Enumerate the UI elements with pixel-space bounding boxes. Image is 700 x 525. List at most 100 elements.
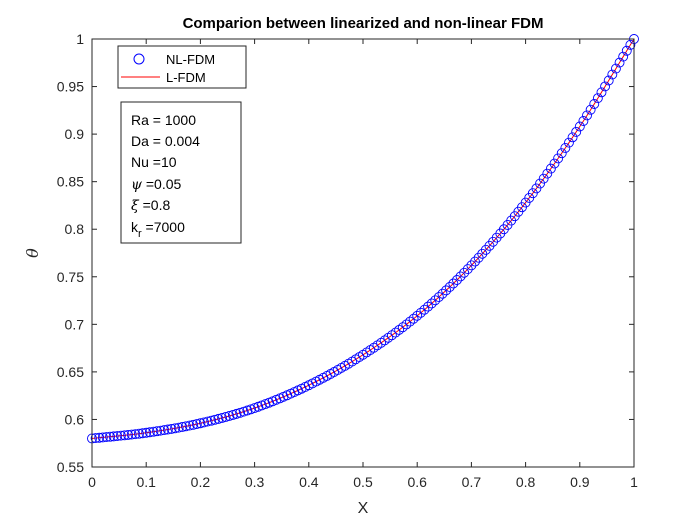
legend-box [117, 45, 247, 89]
marker-nl-fdm [419, 304, 430, 315]
marker-nl-fdm [618, 51, 629, 62]
marker-nl-fdm [162, 424, 173, 435]
marker-nl-fdm [209, 414, 220, 425]
x-tick-label: 0.2 [191, 474, 211, 490]
marker-nl-fdm [607, 69, 618, 80]
marker-nl-fdm [459, 267, 470, 278]
marker-nl-fdm [466, 260, 477, 271]
marker-nl-fdm [126, 429, 137, 440]
y-tick-label: 0.6 [65, 411, 85, 427]
marker-nl-fdm [578, 116, 589, 126]
marker-nl-fdm [170, 423, 181, 434]
marker-nl-fdm [191, 419, 202, 430]
marker-nl-fdm [433, 292, 444, 302]
y-tick-label: 0.65 [57, 364, 84, 380]
y-tick-label: 0.55 [57, 459, 84, 475]
marker-nl-fdm [390, 327, 401, 338]
x-tick-label: 1 [630, 474, 638, 490]
marker-nl-fdm [148, 426, 159, 437]
marker-nl-fdm [217, 412, 228, 423]
marker-nl-fdm [213, 413, 224, 424]
marker-nl-fdm [462, 264, 473, 275]
y-axis-label: θ [23, 248, 42, 258]
marker-nl-fdm [444, 282, 455, 292]
legend: NL-FDM L-FDM [117, 45, 247, 89]
marker-nl-fdm [123, 429, 134, 440]
x-tick-label: 0.3 [245, 474, 265, 490]
marker-nl-fdm [397, 322, 408, 333]
marker-nl-fdm [202, 416, 213, 427]
marker-nl-fdm [180, 421, 191, 432]
annotation-line-da: Da = 0.004 [131, 133, 200, 149]
x-tick-label: 0.7 [462, 474, 482, 490]
marker-nl-fdm [115, 430, 126, 441]
legend-label-nl-fdm: NL-FDM [166, 52, 215, 67]
ticks-layer: 0 0.1 0.2 0.3 0.4 0.5 0.6 0.7 0.8 0.9 1 0.55 0.6 0.65… [57, 31, 638, 490]
marker-nl-fdm [144, 427, 155, 438]
marker-nl-fdm [538, 173, 549, 184]
marker-nl-fdm [130, 429, 141, 440]
marker-nl-fdm [358, 349, 368, 360]
marker-nl-fdm [227, 409, 238, 420]
annotation-box [120, 101, 242, 244]
marker-nl-fdm [372, 340, 383, 351]
marker-nl-fdm [408, 313, 419, 324]
kr-subscript: r [138, 228, 142, 240]
marker-nl-fdm [152, 426, 162, 437]
marker-nl-fdm [564, 137, 574, 148]
y-tick-label: 0.85 [57, 174, 84, 190]
parameter-annotation: Ra = 1000 Da = 0.004 Nu =10 ψ =0.05 ξ =0… [120, 101, 242, 244]
x-tick-label: 0 [88, 474, 96, 490]
marker-nl-fdm [473, 252, 484, 263]
marker-nl-fdm [155, 425, 166, 436]
marker-nl-fdm [97, 432, 108, 443]
annotation-line-psi: ψ =0.05 [131, 176, 182, 193]
marker-nl-fdm [412, 310, 423, 321]
marker-nl-fdm [405, 316, 415, 327]
annotation-line-xi: ξ =0.8 [131, 197, 170, 214]
marker-nl-fdm [231, 408, 242, 419]
marker-nl-fdm [571, 126, 582, 137]
marker-nl-fdm [220, 412, 231, 422]
legend-marker-nl-fdm [133, 53, 145, 65]
marker-nl-fdm [610, 63, 621, 74]
series-layer [87, 34, 639, 444]
marker-nl-fdm [188, 419, 199, 430]
marker-nl-fdm [401, 319, 412, 330]
x-tick-label: 0.4 [299, 474, 319, 490]
marker-nl-fdm [376, 337, 387, 348]
marker-nl-fdm [365, 345, 376, 356]
marker-nl-fdm [195, 418, 206, 429]
marker-nl-fdm [542, 168, 553, 179]
marker-nl-fdm [437, 288, 448, 299]
marker-nl-fdm [383, 332, 394, 343]
marker-nl-fdm [354, 352, 365, 363]
marker-nl-fdm [177, 422, 188, 432]
x-axis-label: X [358, 500, 369, 517]
marker-nl-fdm [415, 307, 426, 318]
marker-nl-fdm [567, 132, 578, 143]
marker-nl-fdm [108, 431, 119, 442]
marker-nl-fdm [199, 417, 209, 428]
chart-title: Comparion between linearized and non-lin… [183, 15, 544, 32]
marker-nl-fdm [184, 420, 195, 431]
y-tick-label: 0.95 [57, 79, 84, 95]
marker-nl-fdm [94, 432, 105, 443]
marker-nl-fdm [556, 148, 567, 159]
x-tick-label: 0.9 [570, 474, 590, 490]
marker-nl-fdm [394, 324, 405, 335]
y-tick-label: 1 [76, 31, 84, 47]
marker-nl-fdm [603, 75, 614, 86]
marker-nl-fdm [589, 99, 600, 109]
annotation-line-ra: Ra = 1000 [131, 112, 196, 128]
marker-nl-fdm [119, 430, 130, 441]
marker-nl-fdm [159, 425, 170, 436]
psi-symbol: ψ [131, 177, 143, 193]
marker-nl-fdm [585, 104, 596, 115]
marker-nl-fdm [90, 433, 101, 444]
marker-nl-fdm [206, 415, 217, 426]
marker-nl-fdm [441, 285, 452, 296]
marker-nl-fdm [477, 248, 488, 259]
